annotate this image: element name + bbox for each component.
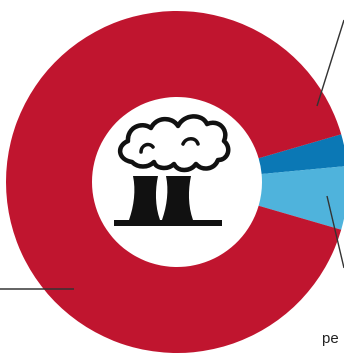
factory-smokestacks-icon: [114, 114, 231, 226]
donut-slice-0: [5, 10, 342, 353]
donut-slices: [5, 10, 344, 353]
donut-slice-1: [258, 134, 344, 175]
leader-line-top: [316, 19, 344, 107]
donut-slice-2: [258, 166, 344, 230]
leader-line-bottom: [326, 195, 344, 269]
annotation-label: pe: [322, 330, 339, 347]
